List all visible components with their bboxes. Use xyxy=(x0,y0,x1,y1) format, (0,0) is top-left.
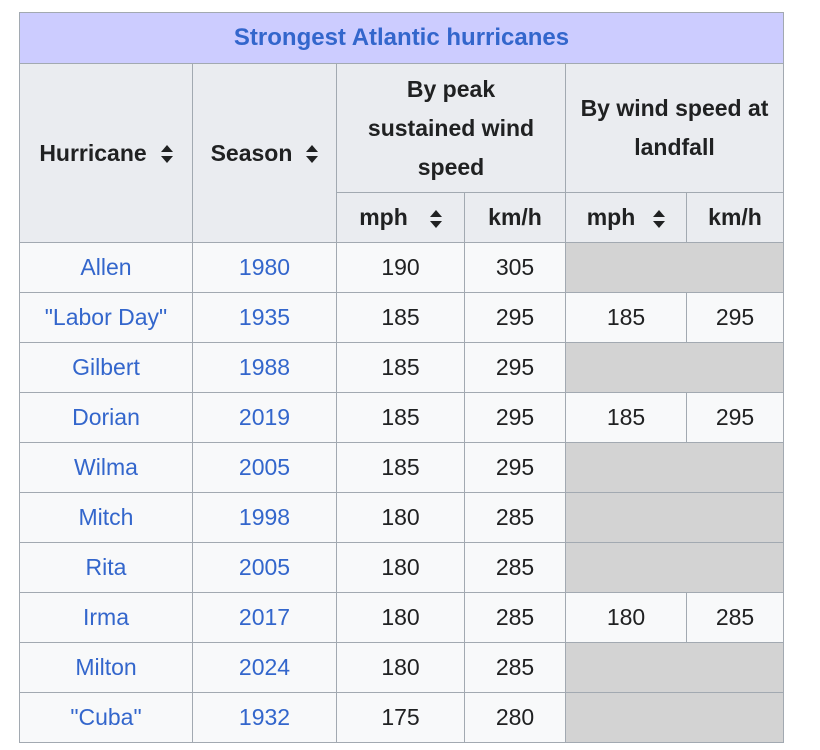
peak-kmh-cell: 285 xyxy=(464,592,566,643)
peak-wind-header-label: By peak sustained wind speed xyxy=(367,75,535,180)
landfall-mph-header[interactable]: mph xyxy=(565,192,687,243)
hurricane-name-link[interactable]: Gilbert xyxy=(19,342,193,393)
season-link[interactable]: 2024 xyxy=(192,642,337,693)
peak-mph-cell: 190 xyxy=(336,242,465,293)
sort-arrows-icon[interactable] xyxy=(160,145,173,164)
landfall-mph-cell: 185 xyxy=(565,392,687,443)
table-row: Milton 2024 180 285 xyxy=(19,642,784,693)
season-link[interactable]: 1988 xyxy=(192,342,337,393)
landfall-na-cell xyxy=(565,542,784,593)
peak-mph-cell: 180 xyxy=(336,642,465,693)
season-header-label: Season xyxy=(210,139,293,166)
table-row: Irma 2017 180 285 180 285 xyxy=(19,592,784,643)
peak-kmh-cell: 295 xyxy=(464,442,566,493)
season-link[interactable]: 2005 xyxy=(192,542,337,593)
table-title: Strongest Atlantic hurricanes xyxy=(19,12,784,64)
peak-mph-cell: 185 xyxy=(336,442,465,493)
peak-mph-cell: 180 xyxy=(336,592,465,643)
hurricane-header[interactable]: Hurricane xyxy=(19,63,193,243)
landfall-mph-header-label: mph xyxy=(586,204,636,230)
peak-kmh-cell: 280 xyxy=(464,692,566,743)
hurricane-name-link[interactable]: Allen xyxy=(19,242,193,293)
hurricane-name-link[interactable]: Irma xyxy=(19,592,193,643)
table-row: Mitch 1998 180 285 xyxy=(19,492,784,543)
landfall-kmh-cell: 285 xyxy=(686,592,784,643)
season-header[interactable]: Season xyxy=(192,63,337,243)
table-row: Allen 1980 190 305 xyxy=(19,242,784,293)
landfall-na-cell xyxy=(565,242,784,293)
hurricane-name-link[interactable]: Rita xyxy=(19,542,193,593)
hurricane-name-link[interactable]: Dorian xyxy=(19,392,193,443)
landfall-kmh-header: km/h xyxy=(686,192,784,243)
hurricane-name-link[interactable]: Wilma xyxy=(19,442,193,493)
peak-kmh-header-label: km/h xyxy=(488,204,542,230)
sort-arrows-icon[interactable] xyxy=(429,209,442,228)
season-link[interactable]: 1932 xyxy=(192,692,337,743)
landfall-kmh-header-label: km/h xyxy=(708,204,762,230)
peak-mph-cell: 180 xyxy=(336,492,465,543)
peak-mph-cell: 185 xyxy=(336,342,465,393)
season-link[interactable]: 1998 xyxy=(192,492,337,543)
landfall-kmh-cell: 295 xyxy=(686,292,784,343)
peak-mph-header-label: mph xyxy=(359,204,408,230)
peak-mph-cell: 185 xyxy=(336,392,465,443)
landfall-mph-cell: 185 xyxy=(565,292,687,343)
hurricanes-table: Strongest Atlantic hurricanes Hurricane … xyxy=(19,12,784,743)
peak-kmh-cell: 305 xyxy=(464,242,566,293)
peak-kmh-cell: 285 xyxy=(464,642,566,693)
landfall-na-cell xyxy=(565,692,784,743)
peak-kmh-cell: 295 xyxy=(464,392,566,443)
peak-kmh-cell: 295 xyxy=(464,292,566,343)
landfall-na-cell xyxy=(565,342,784,393)
peak-kmh-cell: 285 xyxy=(464,492,566,543)
peak-mph-cell: 185 xyxy=(336,292,465,343)
landfall-wind-header-label: By wind speed at landfall xyxy=(580,95,769,160)
sort-arrows-icon[interactable] xyxy=(306,145,319,164)
peak-mph-cell: 180 xyxy=(336,542,465,593)
table-row: "Labor Day" 1935 185 295 185 295 xyxy=(19,292,784,343)
season-link[interactable]: 2019 xyxy=(192,392,337,443)
hurricane-name-link[interactable]: Mitch xyxy=(19,492,193,543)
peak-kmh-cell: 295 xyxy=(464,342,566,393)
season-link[interactable]: 1980 xyxy=(192,242,337,293)
table-row: "Cuba" 1932 175 280 xyxy=(19,692,784,743)
peak-mph-header[interactable]: mph xyxy=(336,192,465,243)
hurricane-name-link[interactable]: "Labor Day" xyxy=(19,292,193,343)
hurricane-header-label: Hurricane xyxy=(39,139,147,166)
table-row: Dorian 2019 185 295 185 295 xyxy=(19,392,784,443)
season-link[interactable]: 2005 xyxy=(192,442,337,493)
landfall-wind-header: By wind speed at landfall xyxy=(565,63,784,193)
landfall-na-cell xyxy=(565,642,784,693)
peak-kmh-cell: 285 xyxy=(464,542,566,593)
sort-arrows-icon[interactable] xyxy=(653,209,666,228)
season-link[interactable]: 1935 xyxy=(192,292,337,343)
landfall-na-cell xyxy=(565,442,784,493)
table-row: Wilma 2005 185 295 xyxy=(19,442,784,493)
table-row: Gilbert 1988 185 295 xyxy=(19,342,784,393)
peak-wind-header: By peak sustained wind speed xyxy=(336,63,566,193)
season-link[interactable]: 2017 xyxy=(192,592,337,643)
table-row: Rita 2005 180 285 xyxy=(19,542,784,593)
hurricane-name-link[interactable]: Milton xyxy=(19,642,193,693)
landfall-kmh-cell: 295 xyxy=(686,392,784,443)
peak-kmh-header: km/h xyxy=(464,192,566,243)
landfall-na-cell xyxy=(565,492,784,543)
hurricane-name-link[interactable]: "Cuba" xyxy=(19,692,193,743)
peak-mph-cell: 175 xyxy=(336,692,465,743)
landfall-mph-cell: 180 xyxy=(565,592,687,643)
